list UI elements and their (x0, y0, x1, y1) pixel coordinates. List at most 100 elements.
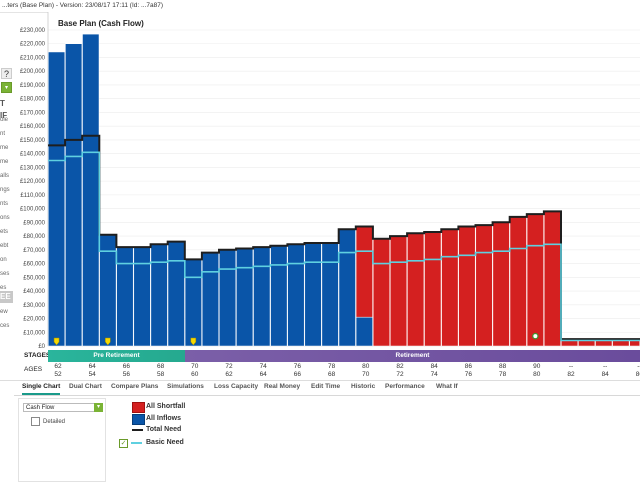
age-primary: 80 (362, 363, 370, 370)
y-tick-label: £50,000 (23, 275, 45, 281)
age-primary: 78 (327, 363, 336, 370)
age-primary: 74 (259, 363, 267, 370)
y-tick-label: £10,000 (23, 330, 45, 336)
checkbox-icon[interactable] (31, 417, 40, 426)
left-sidebar: ? ▾ T IF ole nt me me alls ngs nts ons e… (0, 65, 13, 350)
tab-performance[interactable]: Performance (385, 383, 425, 390)
y-tick-label: £130,000 (20, 165, 46, 171)
sidebar-item[interactable]: ses (0, 271, 10, 277)
total-need-line (48, 134, 640, 341)
age-secondary: 64 (259, 371, 267, 378)
cash-flow-chart: £0 £10,000 £20,000 £30,000 £40,000 £50,000 £60… (20, 12, 640, 350)
stage-pre-retirement[interactable]: Pre Retirement (48, 350, 185, 362)
age-secondary: 78 (498, 371, 507, 378)
y-tick-label: £40,000 (23, 289, 45, 295)
y-tick-label: £70,000 (23, 248, 45, 254)
basic-need-check-icon[interactable]: ✓ (119, 439, 128, 448)
chevron-down-icon[interactable]: ▾ (94, 403, 103, 412)
y-tick-label: £30,000 (23, 303, 45, 309)
stages-row: STAGES Pre Retirement Retirement (0, 350, 640, 362)
age-secondary: 58 (156, 371, 165, 378)
tab-single-chart[interactable]: Single Chart (22, 381, 61, 395)
age-primary: 64 (88, 363, 96, 370)
tab-dual-chart[interactable]: Dual Chart (69, 383, 102, 390)
sidebar-item[interactable]: es (0, 285, 7, 291)
age-primary: 90 (533, 363, 541, 370)
tab-real-money[interactable]: Real Money (264, 383, 301, 390)
sidebar-item[interactable]: ons (0, 215, 10, 221)
total-need-line-icon[interactable] (132, 429, 143, 431)
bar-inflow (65, 43, 83, 347)
tab-compare-plans[interactable]: Compare Plans (111, 383, 159, 390)
sidebar-item[interactable]: on (0, 257, 7, 263)
age-secondary: 82 (567, 371, 575, 378)
age-primary: -- (568, 363, 574, 370)
sidebar-item[interactable]: ew (0, 309, 8, 315)
age-column: 72 62 (219, 363, 239, 379)
bar-inflow (116, 246, 134, 347)
y-tick-label: £170,000 (20, 110, 46, 116)
tab-simulations[interactable]: Simulations (167, 383, 204, 390)
sidebar-item[interactable]: ngs (0, 187, 10, 193)
detailed-checkbox[interactable]: Detailed (31, 417, 65, 426)
basic-need-line-icon[interactable] (131, 442, 142, 444)
age-column: 90 80 (527, 363, 547, 379)
sidebar-item[interactable]: ces (0, 323, 10, 329)
legend-total-need[interactable]: Total Need (146, 426, 182, 433)
sidebar-item[interactable]: alls (0, 173, 10, 179)
age-column: 82 72 (390, 363, 410, 379)
age-secondary: 54 (88, 371, 96, 378)
sidebar-item[interactable]: nts (0, 201, 9, 207)
sidebar-item[interactable]: ebt (0, 243, 9, 249)
age-primary: 82 (396, 363, 404, 370)
age-primary: -- (637, 363, 640, 370)
bar-shortfall (475, 224, 493, 347)
expand-icon[interactable]: ▾ (1, 82, 12, 93)
age-primary: 76 (293, 363, 301, 370)
bar-inflow (133, 246, 151, 347)
sidebar-item[interactable]: me (0, 145, 9, 151)
legend-basic-need[interactable]: Basic Need (146, 439, 184, 446)
help-button[interactable]: ? (1, 68, 12, 79)
ages-label: AGES (24, 366, 43, 373)
age-secondary: 76 (464, 371, 472, 378)
legend-all-inflows[interactable]: All Inflows (146, 415, 181, 422)
tab-historic[interactable]: Historic (351, 383, 376, 390)
stage-retirement[interactable]: Retirement (185, 350, 640, 362)
options-panel: Cash Flow ▾ Detailed (18, 398, 106, 482)
bar-inflow (48, 51, 66, 347)
sidebar-item[interactable]: ole (0, 117, 9, 123)
y-tick-label: £110,000 (20, 193, 45, 199)
stages-label: STAGES (24, 352, 51, 359)
tab-what-if[interactable]: What If (436, 383, 458, 390)
bar-inflow (236, 248, 254, 347)
age-column: -- 84 (595, 363, 615, 379)
age-column: 70 60 (185, 363, 205, 379)
chart-lines (48, 134, 640, 342)
bar-inflow (355, 316, 373, 347)
age-column: 62 52 (48, 363, 68, 379)
bar-inflow (82, 33, 100, 347)
chart-type-select[interactable]: Cash Flow ▾ (23, 403, 103, 412)
detailed-label: Detailed (43, 419, 66, 426)
sidebar-item[interactable]: me (0, 159, 9, 165)
legend-all-shortfall[interactable]: All Shortfall (146, 403, 186, 410)
bar-shortfall (509, 216, 527, 347)
sidebar-item[interactable]: nt (0, 131, 6, 137)
inflows-swatch-icon[interactable] (132, 414, 145, 425)
bar-inflow (338, 228, 356, 347)
age-column: 64 54 (82, 363, 102, 379)
chart-type-value: Cash Flow (26, 405, 55, 411)
sidebar-item[interactable]: ets (0, 229, 9, 235)
age-column: --86 (629, 363, 640, 379)
tab-loss-capacity[interactable]: Loss Capacity (214, 383, 259, 390)
bar-inflow (304, 242, 322, 347)
y-tick-label: £210,000 (20, 55, 46, 61)
shortfall-swatch-icon[interactable] (132, 402, 145, 413)
age-column: 76 66 (287, 363, 307, 379)
chart-title: Base Plan (Cash Flow) (58, 19, 144, 28)
age-primary: 70 (191, 363, 199, 370)
bar-inflow (201, 252, 219, 347)
tab-edit-time[interactable]: Edit Time (311, 383, 341, 390)
bar-inflow (184, 259, 202, 347)
